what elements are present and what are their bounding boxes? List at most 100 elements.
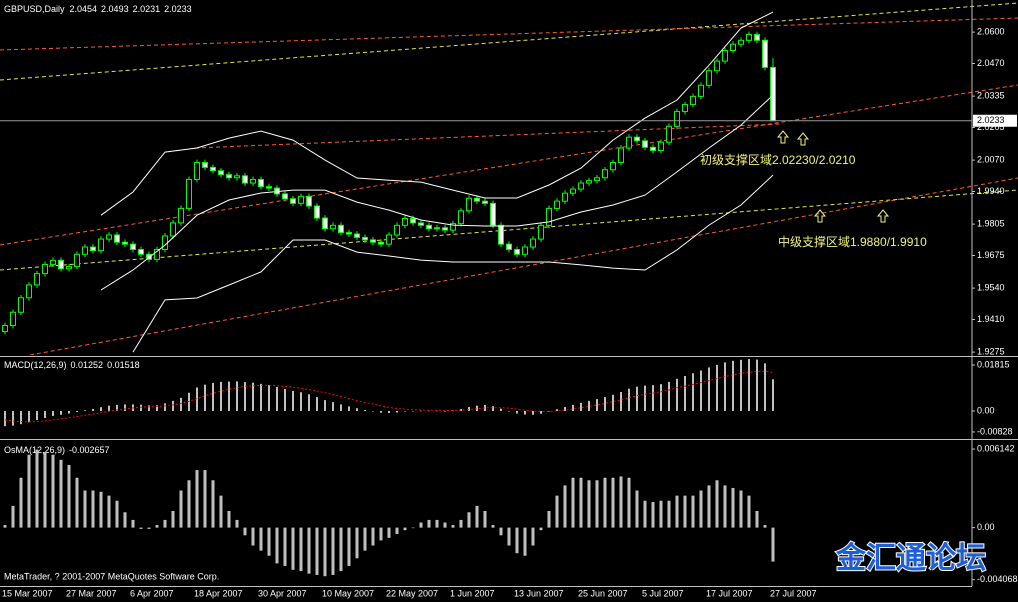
osma-bar	[67, 464, 71, 528]
osma-bar	[699, 490, 703, 528]
y-tick-label: 0.006142	[977, 443, 1015, 453]
osma-bar	[715, 480, 719, 528]
y-tick-label: 0.00	[977, 405, 995, 415]
trendline	[0, 84, 1018, 246]
osma-bar	[451, 525, 455, 528]
candle-body	[394, 224, 400, 236]
macd-bar	[740, 359, 742, 411]
osma-bar	[235, 519, 239, 528]
macd-bar	[580, 402, 582, 411]
macd-bar	[300, 392, 302, 411]
osma-bar	[35, 449, 39, 528]
osma-bar	[411, 527, 415, 529]
y-tick-label: 2.0470	[977, 58, 1005, 68]
x-tick-label: 17 Jul 2007	[706, 588, 753, 598]
macd-bar	[108, 405, 110, 411]
candle-body	[154, 248, 160, 260]
macd-bar	[596, 399, 598, 411]
candle-body	[570, 188, 576, 194]
trendline	[0, 189, 1018, 271]
candle-body	[722, 49, 728, 62]
macd-bar	[652, 385, 654, 411]
macd-bar	[68, 410, 70, 414]
macd-bar	[36, 410, 38, 421]
candle-body	[26, 284, 32, 299]
candle-body	[50, 259, 56, 265]
y-tick-label: -0.00828	[977, 426, 1013, 436]
osma-bar	[723, 485, 727, 528]
high-value: 2.0493	[101, 4, 129, 14]
candle-body	[258, 178, 264, 188]
candle-body	[330, 224, 336, 230]
osma-bar	[275, 527, 279, 564]
current-price-label: 2.0233	[977, 115, 1005, 125]
x-tick-label: 25 Jun 2007	[578, 588, 628, 598]
macd-bar	[28, 410, 30, 423]
macd-bar	[332, 402, 334, 411]
candle-body	[34, 273, 40, 286]
osma-bar	[667, 500, 671, 528]
macd-bar	[708, 367, 710, 411]
bollinger-upper	[100, 11, 774, 216]
osma-bar	[43, 452, 47, 528]
candle-body	[498, 224, 504, 245]
osma-bar	[547, 510, 551, 528]
macd-bar	[220, 381, 222, 411]
macd-bar	[668, 381, 670, 411]
macd-bar	[412, 410, 414, 412]
low-value: 2.0231	[133, 4, 161, 14]
y-tick-label: 1.9805	[977, 218, 1005, 228]
candle-body	[370, 239, 376, 243]
candle-body	[2, 325, 8, 333]
candle-body	[434, 227, 440, 230]
osma-bar	[11, 505, 15, 528]
y-tick-label: 2.0600	[977, 26, 1005, 36]
candle-body	[618, 147, 624, 164]
arrows	[776, 130, 890, 223]
footer: MetaTrader, ? 2001-2007 MetaQuotes Softw…	[4, 571, 219, 581]
macd-bar	[492, 406, 494, 411]
osma-bar	[707, 485, 711, 528]
macd-bar	[180, 397, 182, 411]
y-tick-label: 2.0070	[977, 154, 1005, 164]
macd-title: MACD(12,26,9)	[4, 360, 67, 370]
osma-bar	[579, 477, 583, 528]
candle-body	[298, 195, 304, 204]
candle-body	[410, 218, 416, 224]
candle-body	[386, 234, 392, 245]
osma-bar	[611, 477, 615, 528]
macd-bar	[500, 408, 502, 411]
x-tick-label: 13 Jun 2007	[514, 588, 564, 598]
macd-bar	[468, 406, 470, 411]
candle-body	[594, 177, 600, 182]
osma-bar	[403, 527, 407, 531]
macd-bar	[420, 410, 422, 412]
candle-body	[690, 95, 696, 106]
macd-bar	[644, 385, 646, 411]
candle-body	[482, 200, 488, 204]
osma-bar	[355, 527, 359, 559]
osma-bar	[427, 519, 431, 528]
osma-bar	[83, 490, 87, 528]
macd-bar	[356, 408, 358, 411]
candle-body	[170, 222, 176, 237]
candle-body	[714, 60, 720, 72]
osma-bar	[683, 495, 687, 528]
macd-bar	[76, 410, 78, 413]
y-tick-label: -0.004068	[977, 574, 1018, 584]
osma-bar	[75, 477, 79, 528]
candle-body	[538, 224, 544, 240]
macd-bar	[764, 363, 766, 411]
macd-bar	[524, 410, 526, 415]
macd-bar	[228, 381, 230, 411]
macd-bar	[196, 387, 198, 411]
macd-bar	[676, 378, 678, 411]
macd-bar	[428, 410, 430, 412]
macd-bar	[380, 410, 382, 413]
candle-body	[442, 227, 448, 231]
arrow	[776, 130, 790, 144]
macd-bar	[444, 410, 446, 412]
osma-bar	[99, 491, 103, 528]
osma-bar	[739, 490, 743, 528]
